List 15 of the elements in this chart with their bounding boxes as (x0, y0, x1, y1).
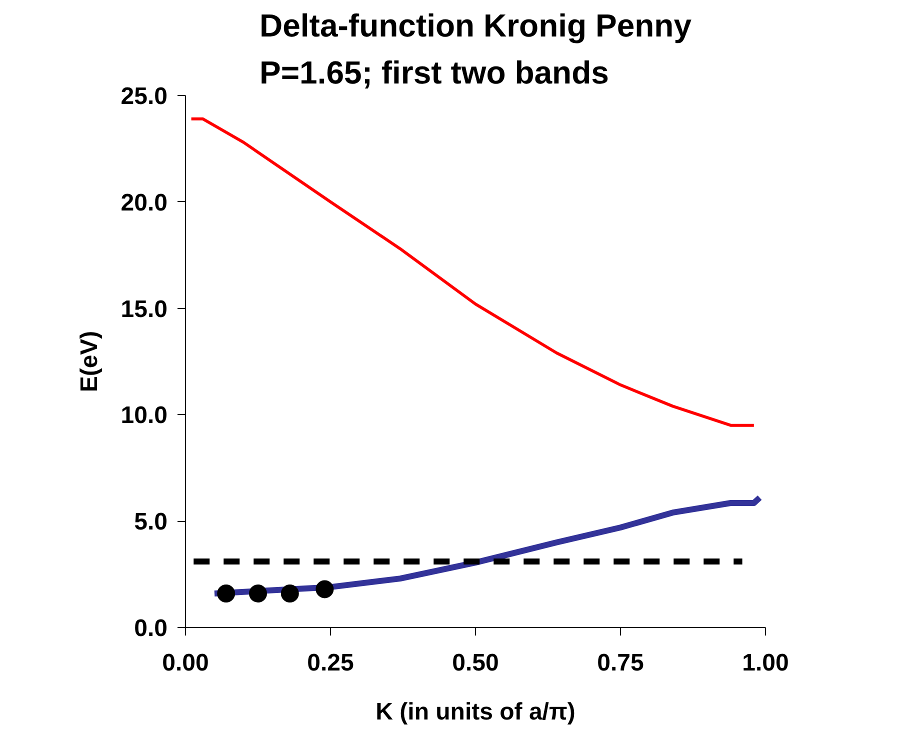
y-tick-label: 20.0 (120, 189, 168, 216)
x-tick-label: 1.00 (742, 650, 789, 676)
y-tick-label: 5.0 (134, 508, 168, 536)
line-series (190, 117, 756, 427)
x-axis-title: K (in units of a/π) (376, 698, 576, 726)
x-tick-label: 0.00 (162, 650, 209, 676)
x-tick-label: 0.75 (597, 650, 644, 676)
y-tick-label: 15.0 (120, 296, 168, 323)
y-tick-label: 10.0 (120, 402, 168, 430)
x-tick-label: 0.50 (452, 650, 499, 676)
chart-title: Delta-function Kronig Penny P=1.65; first two bands (260, 8, 692, 90)
y-tick-label: 25.0 (120, 83, 168, 110)
y-tick-label: 0.0 (134, 615, 168, 642)
x-tick-label: 0.25 (307, 650, 354, 676)
y-axis-title: E(eV) (76, 330, 103, 392)
